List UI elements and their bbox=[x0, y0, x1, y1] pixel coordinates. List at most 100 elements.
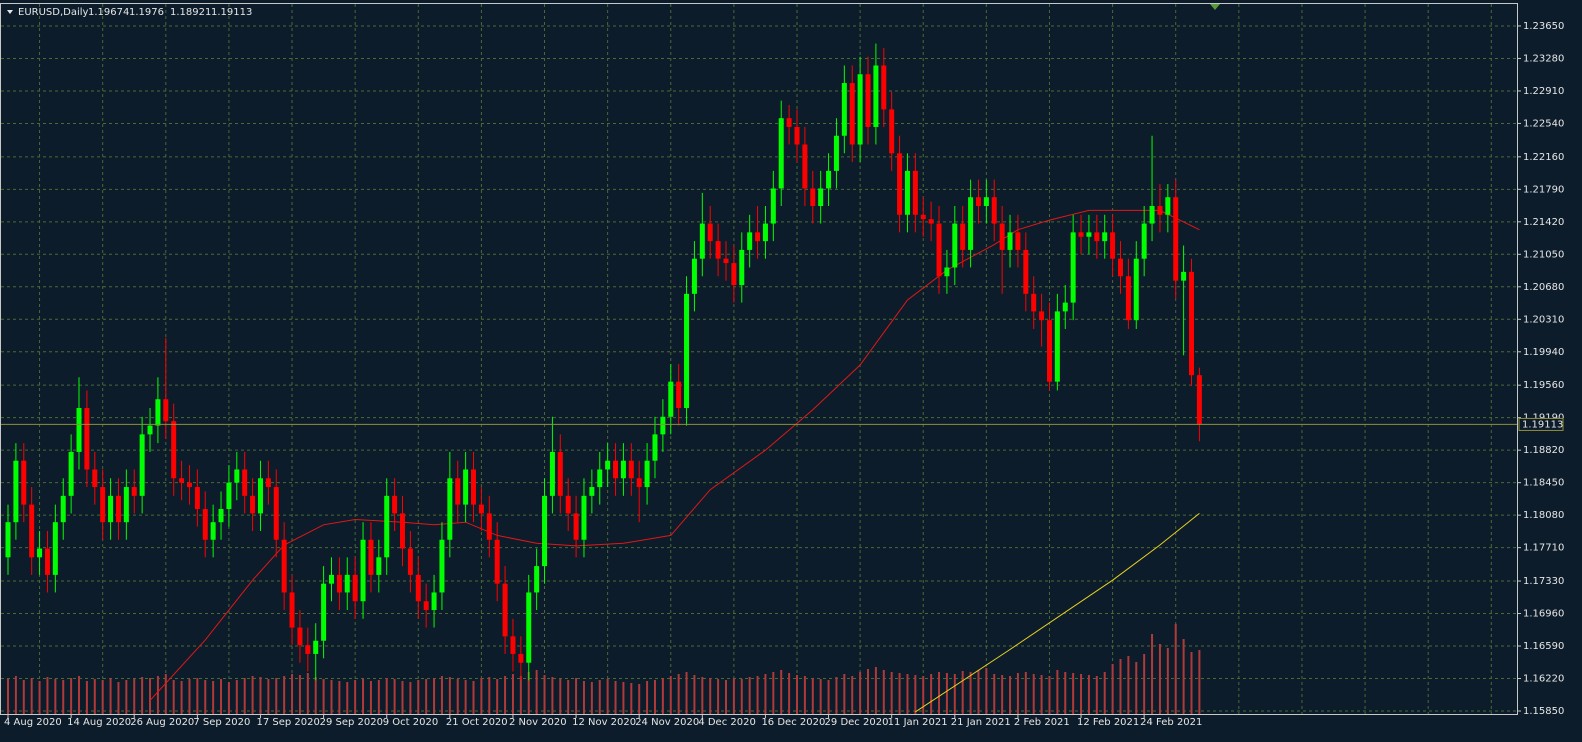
candle-body bbox=[360, 539, 366, 602]
candle-body bbox=[684, 293, 690, 409]
candle-body bbox=[739, 249, 745, 286]
candle-body bbox=[1015, 232, 1021, 250]
candle-body bbox=[644, 460, 650, 488]
candle-body bbox=[234, 469, 240, 483]
candle-body bbox=[44, 548, 50, 575]
header-low: 1.18921 bbox=[170, 7, 211, 18]
candle-body bbox=[1062, 302, 1068, 312]
candle-body bbox=[1023, 249, 1029, 294]
y-tick-label: 1.16220 bbox=[1523, 674, 1564, 685]
candle-body bbox=[715, 241, 721, 259]
x-tick-label: 11 Jan 2021 bbox=[888, 717, 948, 728]
candle-body bbox=[510, 636, 516, 654]
candle-body bbox=[250, 495, 256, 514]
header-close: 1.19113 bbox=[211, 7, 252, 18]
candle-body bbox=[565, 495, 571, 514]
candle-body bbox=[526, 592, 532, 663]
candle-body bbox=[857, 74, 863, 145]
candle-body bbox=[210, 522, 216, 540]
candle-body bbox=[999, 223, 1005, 250]
candle-body bbox=[171, 421, 177, 479]
y-tick-label: 1.18820 bbox=[1523, 445, 1564, 456]
candle-body bbox=[384, 495, 390, 558]
candle-body bbox=[597, 469, 603, 488]
candle-body bbox=[289, 592, 295, 628]
candle-body bbox=[881, 65, 887, 110]
candle-body bbox=[163, 399, 169, 422]
x-tick-label: 29 Sep 2020 bbox=[320, 717, 383, 728]
candle-body bbox=[620, 460, 626, 479]
candle-body bbox=[1078, 232, 1084, 237]
candle-body bbox=[1125, 276, 1131, 321]
candle-body bbox=[1031, 293, 1037, 312]
candle-body bbox=[5, 522, 11, 558]
candle-body bbox=[802, 144, 808, 189]
candle-body bbox=[518, 653, 524, 663]
candle-body bbox=[873, 65, 879, 127]
candle-body bbox=[68, 451, 74, 496]
x-tick-label: 7 Sep 2020 bbox=[193, 717, 250, 728]
price-label: 1.19113 bbox=[1522, 419, 1563, 430]
candle-body bbox=[818, 188, 824, 207]
candle-body bbox=[1157, 206, 1163, 215]
x-tick-label: 4 Aug 2020 bbox=[4, 717, 62, 728]
candle-body bbox=[833, 135, 839, 171]
candle-body bbox=[1117, 258, 1123, 277]
candle-body bbox=[415, 574, 421, 602]
candle-body bbox=[407, 548, 413, 575]
candle-body bbox=[344, 574, 350, 593]
candle-body bbox=[960, 223, 966, 250]
candle-body bbox=[368, 539, 374, 575]
candle-body bbox=[21, 460, 27, 505]
shift-marker[interactable] bbox=[1210, 4, 1220, 10]
candle-body bbox=[983, 197, 989, 207]
y-tick-label: 1.17330 bbox=[1523, 576, 1564, 587]
candle-body bbox=[1133, 258, 1139, 321]
candle-body bbox=[928, 219, 934, 224]
candle-body bbox=[952, 223, 958, 268]
candle-body bbox=[794, 126, 800, 145]
candle-body bbox=[139, 434, 145, 496]
y-tick-label: 1.22160 bbox=[1523, 152, 1564, 163]
candle-body bbox=[123, 487, 129, 523]
candle-body bbox=[423, 601, 429, 611]
candle-body bbox=[889, 109, 895, 154]
y-tick-label: 1.18080 bbox=[1523, 510, 1564, 521]
candle-body bbox=[613, 460, 619, 479]
candle-body bbox=[321, 583, 327, 641]
candle-body bbox=[605, 460, 611, 470]
candle-body bbox=[242, 469, 248, 496]
candle-body bbox=[52, 522, 58, 575]
candle-body bbox=[1094, 232, 1100, 242]
candle-body bbox=[313, 640, 319, 654]
candle-body bbox=[573, 513, 579, 540]
candle-body bbox=[179, 478, 185, 483]
candle-body bbox=[494, 539, 500, 584]
moving-average-line bbox=[915, 513, 1200, 713]
candle-body bbox=[273, 487, 279, 540]
x-tick-label: 12 Nov 2020 bbox=[572, 717, 636, 728]
candle-body bbox=[37, 548, 43, 558]
candle-body bbox=[502, 583, 508, 637]
candle-body bbox=[549, 451, 555, 496]
plot-frame bbox=[0, 3, 1518, 715]
candle-body bbox=[904, 170, 910, 215]
candle-body bbox=[305, 645, 311, 654]
candle-body bbox=[328, 574, 334, 584]
candle-body bbox=[392, 495, 398, 514]
candle-body bbox=[486, 513, 492, 540]
candle-body bbox=[628, 460, 634, 479]
candle-body bbox=[1110, 232, 1116, 259]
candle-body bbox=[699, 223, 705, 259]
candle-body bbox=[1165, 197, 1171, 215]
candle-body bbox=[336, 574, 342, 593]
candle-body bbox=[1102, 232, 1108, 242]
menu-triangle[interactable] bbox=[7, 10, 13, 14]
candle-body bbox=[841, 83, 847, 136]
candle-body bbox=[194, 487, 200, 510]
candle-body bbox=[968, 197, 974, 250]
candle-body bbox=[770, 188, 776, 224]
candle-body bbox=[218, 509, 224, 523]
